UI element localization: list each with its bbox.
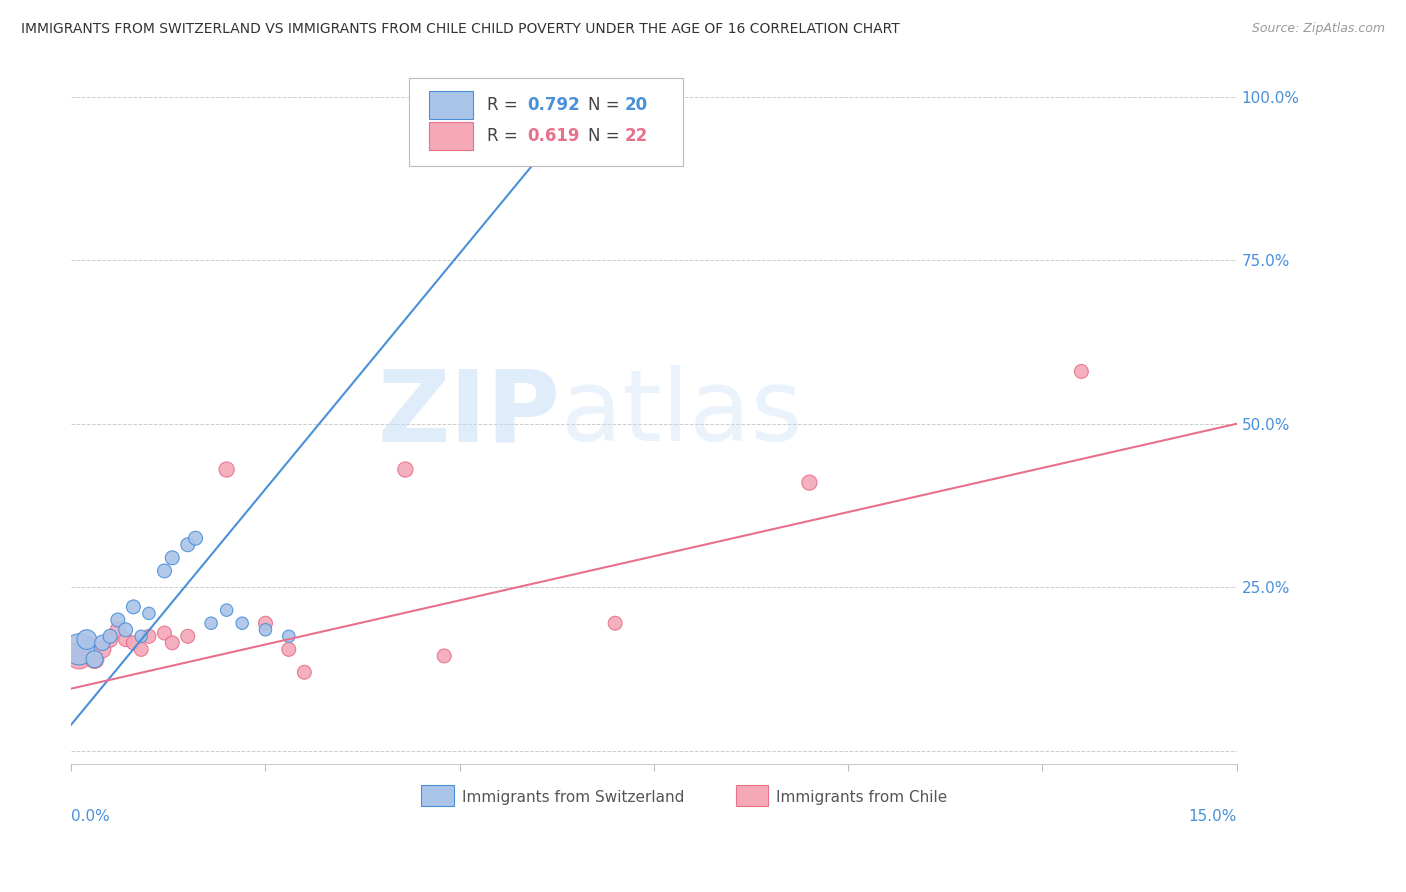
Point: [114, 632, 136, 647]
Point: [91, 636, 114, 650]
Text: Immigrants from Switzerland: Immigrants from Switzerland: [461, 790, 685, 805]
Point: [122, 636, 145, 650]
Text: 0.792: 0.792: [527, 95, 579, 113]
Point: [114, 623, 136, 637]
Point: [76, 632, 98, 647]
Point: [138, 607, 160, 621]
FancyBboxPatch shape: [409, 78, 683, 166]
Point: [83, 652, 105, 666]
Point: [177, 629, 200, 643]
Text: Immigrants from Chile: Immigrants from Chile: [776, 790, 948, 805]
Text: atlas: atlas: [561, 366, 803, 462]
Text: R =: R =: [488, 128, 523, 145]
Point: [200, 616, 222, 631]
Text: 20: 20: [624, 95, 648, 113]
Point: [107, 613, 129, 627]
Point: [605, 616, 627, 631]
Text: 15.0%: 15.0%: [1188, 809, 1237, 824]
Point: [215, 462, 238, 476]
Text: IMMIGRANTS FROM SWITZERLAND VS IMMIGRANTS FROM CHILE CHILD POVERTY UNDER THE AGE: IMMIGRANTS FROM SWITZERLAND VS IMMIGRANT…: [21, 22, 900, 37]
Point: [292, 665, 315, 680]
Point: [215, 603, 238, 617]
Point: [91, 642, 114, 657]
Point: [394, 462, 416, 476]
Point: [107, 623, 129, 637]
Point: [177, 538, 200, 552]
Text: R =: R =: [488, 95, 523, 113]
Point: [254, 616, 277, 631]
Point: [129, 629, 152, 643]
Point: [526, 103, 548, 117]
Point: [162, 550, 184, 565]
Point: [799, 475, 821, 490]
Point: [98, 632, 121, 647]
FancyBboxPatch shape: [429, 122, 474, 150]
Text: 22: 22: [624, 128, 648, 145]
Point: [153, 626, 176, 640]
Point: [138, 629, 160, 643]
Text: 0.0%: 0.0%: [72, 809, 110, 824]
Point: [433, 648, 456, 663]
Point: [129, 642, 152, 657]
Point: [277, 629, 299, 643]
Point: [153, 564, 176, 578]
Point: [83, 652, 105, 666]
Point: [277, 642, 299, 657]
Point: [231, 616, 253, 631]
Point: [122, 599, 145, 614]
Point: [184, 531, 207, 545]
Text: Source: ZipAtlas.com: Source: ZipAtlas.com: [1251, 22, 1385, 36]
Point: [1070, 364, 1092, 378]
Text: N =: N =: [588, 128, 624, 145]
Point: [98, 629, 121, 643]
Point: [67, 648, 90, 663]
Point: [76, 639, 98, 653]
Point: [67, 642, 90, 657]
FancyBboxPatch shape: [420, 785, 454, 805]
FancyBboxPatch shape: [429, 91, 474, 119]
FancyBboxPatch shape: [735, 785, 768, 805]
Point: [254, 623, 277, 637]
Text: ZIP: ZIP: [378, 366, 561, 462]
Text: 0.619: 0.619: [527, 128, 579, 145]
Point: [162, 636, 184, 650]
Text: N =: N =: [588, 95, 624, 113]
